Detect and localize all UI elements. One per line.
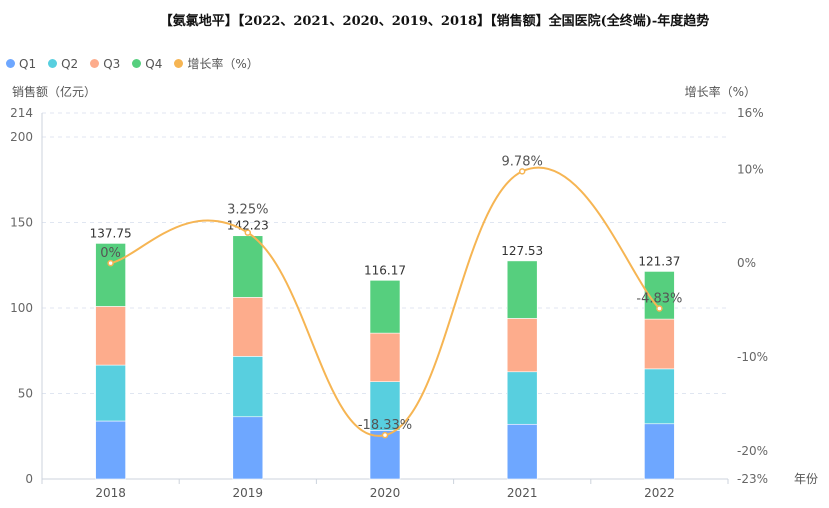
legend-marker bbox=[132, 59, 142, 68]
legend-item[interactable]: Q2 bbox=[48, 55, 78, 72]
legend-marker bbox=[6, 59, 15, 68]
x-tick-label: 2021 bbox=[507, 486, 538, 500]
bar-q1 bbox=[232, 416, 264, 480]
bar-q1 bbox=[644, 423, 675, 480]
y-tick-label: 200 bbox=[10, 130, 33, 144]
y2-tick-label: -23% bbox=[737, 472, 768, 486]
legend-item[interactable]: Q1 bbox=[6, 55, 36, 72]
growth-point bbox=[244, 229, 252, 236]
legend-label: Q2 bbox=[61, 56, 79, 71]
growth-label: -4.83% bbox=[636, 291, 682, 306]
growth-line bbox=[110, 166, 661, 437]
bar-q4 bbox=[95, 243, 126, 307]
growth-label: 3.25% bbox=[227, 203, 268, 218]
growth-label: 9.78% bbox=[502, 154, 543, 169]
y-tick-label: 100 bbox=[10, 301, 33, 315]
x-tick-label: 2020 bbox=[370, 486, 401, 500]
x-tick-label: 2022 bbox=[644, 486, 675, 500]
legend-item[interactable]: Q4 bbox=[132, 55, 162, 72]
bar-q3 bbox=[232, 297, 264, 357]
y2-tick-label: -20% bbox=[737, 444, 768, 458]
total-label: 137.75 bbox=[90, 226, 132, 240]
bar-q2 bbox=[506, 371, 538, 425]
bar-q3 bbox=[506, 318, 538, 373]
bar-q1 bbox=[506, 423, 538, 480]
y-tick-label: 0 bbox=[25, 472, 33, 486]
y2-tick-label: 10% bbox=[737, 162, 764, 176]
growth-point bbox=[107, 259, 114, 267]
x-axis-title: 年份 bbox=[794, 472, 818, 486]
legend-marker bbox=[174, 59, 184, 68]
growth-label: 0% bbox=[100, 246, 121, 261]
legend-marker bbox=[90, 59, 100, 68]
legend-label: Q3 bbox=[103, 56, 121, 71]
growth-point bbox=[518, 168, 526, 175]
y2-tick-label: 0% bbox=[737, 256, 756, 270]
growth-point bbox=[381, 431, 389, 439]
x-tick-label: 2018 bbox=[95, 486, 126, 500]
growth-label: -18.33% bbox=[358, 418, 412, 433]
x-tick-label: 2019 bbox=[233, 486, 264, 500]
bar-q1 bbox=[369, 430, 401, 480]
y-axis-title: 销售额（亿元） bbox=[12, 84, 96, 99]
total-label: 116.17 bbox=[364, 263, 406, 277]
bar-q4 bbox=[369, 280, 401, 334]
total-label: 142.23 bbox=[227, 219, 269, 233]
y2-tick-label: 16% bbox=[737, 106, 764, 120]
growth-point bbox=[656, 305, 663, 312]
y-tick-label: 214 bbox=[10, 106, 33, 120]
bar-q1 bbox=[95, 420, 126, 480]
y-tick-label: 150 bbox=[10, 215, 33, 229]
bar-q4 bbox=[232, 235, 264, 298]
bar-q2 bbox=[95, 364, 126, 422]
legend-item[interactable]: 增长率（%） bbox=[174, 55, 259, 72]
legend-label: 增长率（%） bbox=[187, 57, 259, 71]
bar-q2 bbox=[232, 356, 264, 418]
y2-tick-label: -10% bbox=[737, 350, 768, 364]
bar-q2 bbox=[644, 368, 675, 425]
legend: Q1 Q2 Q3 Q4 增长率（%） bbox=[6, 55, 259, 72]
bar-q3 bbox=[369, 332, 401, 382]
legend-label: Q1 bbox=[19, 56, 37, 71]
y-tick-label: 50 bbox=[18, 386, 33, 400]
legend-item[interactable]: Q3 bbox=[90, 55, 120, 72]
total-label: 121.37 bbox=[638, 254, 680, 268]
legend-label: Q4 bbox=[145, 56, 163, 71]
legend-marker bbox=[48, 59, 58, 68]
chart-title: 【氨氯地平】【2022、2021、2020、2019、2018】【销售额】全国医… bbox=[159, 14, 710, 29]
bar-q3 bbox=[95, 306, 126, 366]
bar-q2 bbox=[369, 381, 401, 431]
total-label: 127.53 bbox=[501, 244, 543, 258]
bar-q4 bbox=[506, 260, 538, 319]
bar-q3 bbox=[644, 318, 675, 370]
y2-axis-title: 增长率（%） bbox=[685, 84, 756, 99]
